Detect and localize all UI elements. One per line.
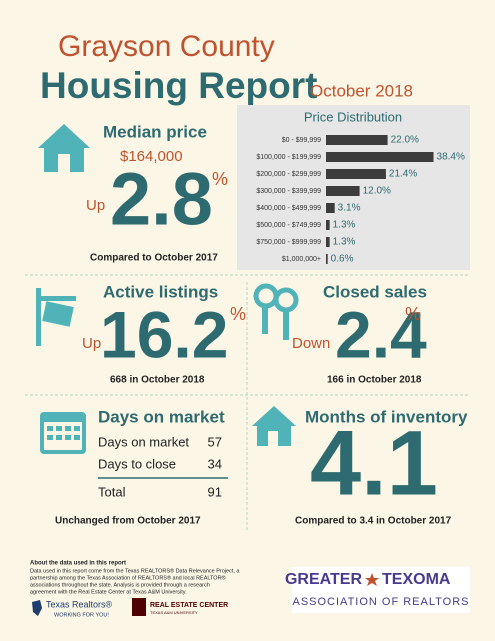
median-price: $164,000 xyxy=(120,148,183,165)
row-label: Days on market xyxy=(98,434,189,449)
assoc-line2: ASSOCIATION OF REALTORS xyxy=(292,596,469,608)
row-label: Days to close xyxy=(98,456,176,471)
unit: % xyxy=(212,169,228,189)
title: Grayson County xyxy=(58,30,275,63)
assoc-a: GREATER xyxy=(285,571,362,588)
price-value: 3.1% xyxy=(338,203,361,214)
median-note: Compared to October 2017 xyxy=(90,253,218,264)
price-value: 21.4% xyxy=(389,169,417,180)
price-category: $500,000 - $749,999 xyxy=(256,222,321,229)
price-value: 1.3% xyxy=(333,237,356,248)
price-bar xyxy=(326,135,388,145)
price-bar xyxy=(326,220,330,230)
date: October 2018 xyxy=(310,81,413,100)
price-value: 12.0% xyxy=(363,186,391,197)
calendar-icon xyxy=(40,412,86,454)
sign-icon xyxy=(36,288,76,346)
change: 2.4 xyxy=(335,297,427,371)
price-category: $300,000 - $399,999 xyxy=(256,188,321,195)
logo-text: Texas Realtors® xyxy=(46,599,113,609)
price-title: Price Distribution xyxy=(304,109,402,124)
assoc-box xyxy=(292,567,470,613)
about-line: partnership among the Texas Association … xyxy=(30,574,226,581)
change: 2.8 xyxy=(110,158,213,241)
about-line: Data used in this report come from the T… xyxy=(30,567,240,574)
total-value: 91 xyxy=(208,484,222,499)
rec-name: REAL ESTATE CENTER xyxy=(150,602,228,609)
texas-realtors-logo: Texas Realtors® WORKING FOR YOU! xyxy=(32,599,113,618)
about-line: agreement with the Real Estate Center at… xyxy=(30,589,187,595)
direction: Down xyxy=(292,335,330,352)
listings-note: 668 in October 2018 xyxy=(110,375,205,386)
median-label: Median price xyxy=(103,122,207,141)
dom-label: Days on market xyxy=(98,407,225,426)
price-category: $100,000 - $199,999 xyxy=(256,154,321,161)
price-value: 1.3% xyxy=(333,220,356,231)
price-bar xyxy=(326,254,328,264)
assoc-b: TEXOMA xyxy=(382,571,451,588)
dom-note: Unchanged from October 2017 xyxy=(55,516,201,527)
total-label: Total xyxy=(98,484,126,499)
moi-value: 4.1 xyxy=(310,412,438,514)
price-value: 38.4% xyxy=(437,152,465,163)
house-icon xyxy=(38,124,90,172)
price-category: $200,000 - $299,999 xyxy=(256,171,321,178)
about-line: associations throughout the state. Analy… xyxy=(30,582,210,588)
price-bar xyxy=(326,169,386,179)
direction: Up xyxy=(86,197,105,214)
about-title: About the data used in this report xyxy=(30,561,126,567)
price-category: $0 - $99,999 xyxy=(282,137,321,144)
price-bar xyxy=(326,203,335,213)
rec-sub: TEXAS A&M UNIVERSITY xyxy=(150,610,198,615)
sales-note: 166 in October 2018 xyxy=(327,375,422,386)
unit: % xyxy=(405,304,421,324)
moi-label: Months of inventory xyxy=(305,407,468,426)
moi-note: Compared to 3.4 in October 2017 xyxy=(295,516,452,527)
subtitle: Housing Report xyxy=(40,65,317,106)
unit: % xyxy=(230,304,246,324)
price-value: 22.0% xyxy=(391,135,419,146)
keys-icon xyxy=(253,283,299,340)
row-value: 34 xyxy=(208,456,222,471)
rec-logo: REAL ESTATE CENTER TEXAS A&M UNIVERSITY xyxy=(132,598,228,616)
price-category: $400,000 - $499,999 xyxy=(256,205,321,212)
change: 16.2 xyxy=(100,297,228,371)
price-category: $750,000 - $999,999 xyxy=(256,239,321,246)
sales-label: Closed sales xyxy=(323,282,427,301)
row-value: 57 xyxy=(208,434,222,449)
price-bar xyxy=(326,237,330,247)
price-bar xyxy=(326,152,434,162)
direction: Up xyxy=(82,335,101,352)
assoc-logo: GREATER TEXOMA ASSOCIATION OF REALTORS xyxy=(285,567,470,613)
logo-tag: WORKING FOR YOU! xyxy=(54,612,109,618)
price-value: 0.6% xyxy=(331,254,354,265)
house-icon xyxy=(252,406,296,446)
price-category: $1,000,000+ xyxy=(282,256,321,263)
price-bars: $0 - $99,999 22.0% $100,000 - $199,999 38.4… xyxy=(256,135,465,265)
listings-label: Active listings xyxy=(103,282,218,301)
price-bar xyxy=(326,186,360,196)
